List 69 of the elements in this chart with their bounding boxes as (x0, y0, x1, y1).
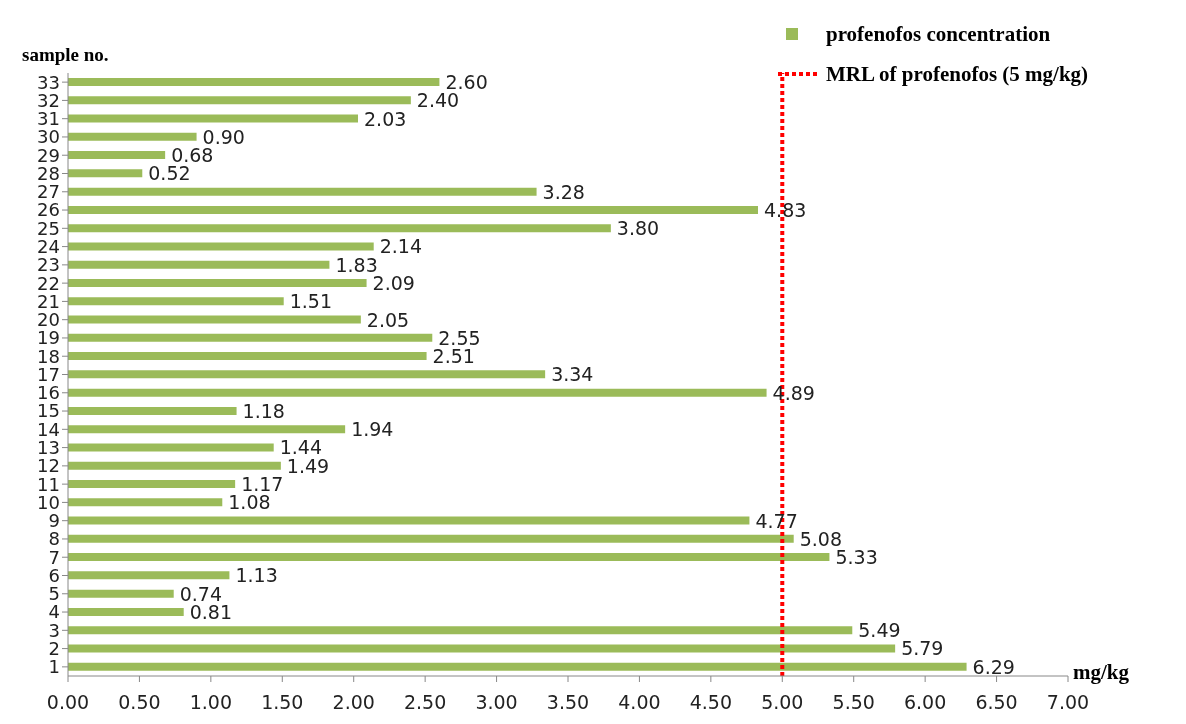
x-tick-label: 2.50 (403, 691, 447, 714)
bar (68, 662, 967, 671)
bar (68, 132, 197, 141)
bar (68, 352, 427, 361)
x-tick-label: 3.50 (546, 691, 590, 714)
x-tick-label: 3.00 (475, 691, 518, 714)
bar (68, 114, 358, 123)
bar (68, 534, 794, 543)
data-label: 1.51 (289, 290, 333, 313)
bar (68, 242, 374, 251)
bar (68, 333, 433, 342)
y-axis-title: sample no. (22, 44, 109, 66)
bar (68, 589, 174, 598)
data-label: 1.13 (235, 564, 278, 587)
x-tick-label: 4.00 (618, 691, 661, 714)
bar (68, 205, 758, 214)
bar (68, 370, 546, 379)
data-label: 6.29 (972, 655, 1015, 678)
bar (68, 406, 237, 415)
bar (68, 187, 537, 196)
x-tick-label: 6.50 (975, 691, 1018, 714)
x-tick-label: 7.00 (1046, 691, 1090, 714)
x-tick-label: 1.50 (261, 691, 304, 714)
data-label: 1.94 (351, 418, 394, 441)
bar (68, 78, 440, 86)
data-label: 2.14 (379, 235, 423, 258)
bar (68, 224, 611, 233)
data-label: 5.49 (858, 619, 901, 642)
x-tick-label: 6.00 (903, 691, 947, 714)
x-axis-title: mg/kg (1073, 660, 1130, 685)
data-label: 2.03 (364, 107, 407, 130)
x-tick-label: 4.50 (689, 691, 733, 714)
data-label: 4.83 (764, 198, 807, 221)
bar (68, 297, 284, 306)
bar (68, 498, 223, 507)
bar (68, 553, 830, 562)
x-tick-label: 1.00 (189, 691, 233, 714)
ref-line-label: MRL of profenofos (5 mg/kg) (826, 62, 1089, 86)
legend-label: profenofos concentration (826, 22, 1051, 46)
x-tick-label: 0.50 (118, 691, 161, 714)
x-tick-label: 0.00 (46, 691, 90, 714)
bar (68, 461, 281, 470)
bar (68, 571, 230, 580)
data-label: 3.80 (616, 217, 660, 240)
bar (68, 96, 411, 105)
data-label: 4.89 (772, 381, 815, 404)
data-label: 4.77 (755, 509, 798, 532)
data-label: 3.34 (551, 363, 594, 386)
bar (68, 425, 346, 434)
bar (68, 388, 767, 397)
bar (68, 315, 361, 324)
bar (68, 443, 274, 452)
bar (68, 169, 143, 178)
data-label: 5.79 (901, 637, 944, 660)
x-tick-label: 5.50 (832, 691, 875, 714)
bar (68, 516, 750, 525)
bar (68, 626, 853, 635)
data-label: 1.18 (242, 399, 285, 422)
data-label: 2.05 (366, 308, 410, 331)
bar (68, 607, 184, 616)
bar (68, 260, 330, 269)
x-tick-label: 2.00 (332, 691, 375, 714)
bar (68, 644, 896, 653)
data-label: 3.28 (542, 180, 585, 203)
bar (68, 279, 367, 287)
bar (68, 151, 166, 160)
x-tick-label: 5.00 (761, 691, 804, 714)
bar (68, 480, 236, 488)
y-tick-label: 1 (48, 656, 60, 678)
